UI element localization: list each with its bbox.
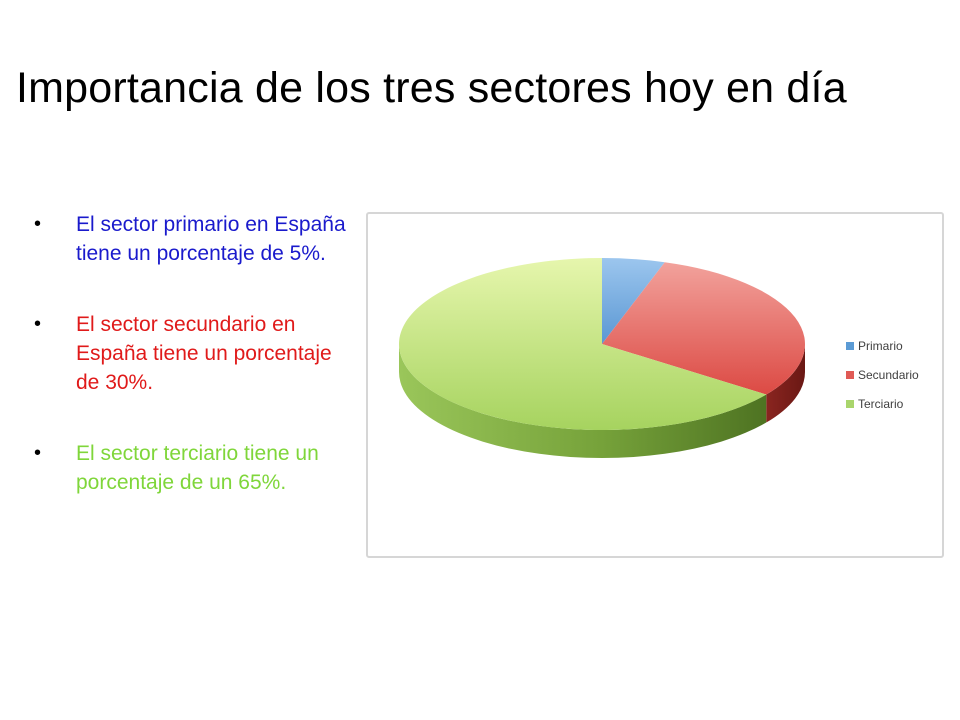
bullet-primario: • El sector primario en España tiene un …	[34, 210, 356, 268]
pie-slice-secundario	[602, 262, 805, 395]
pie-side-secundario	[766, 344, 805, 423]
legend-swatch-terciario	[846, 400, 854, 408]
pie-tops	[399, 258, 805, 431]
bullet-text-primario: El sector primario en España tiene un po…	[76, 213, 346, 265]
legend-swatch-primario	[846, 342, 854, 350]
bullet-marker: •	[34, 442, 42, 464]
pie-chart-frame: Primario Secundario Terciario	[366, 212, 944, 558]
bullet-marker: •	[34, 313, 42, 335]
bullet-marker: •	[34, 213, 42, 235]
legend-swatch-secundario	[846, 371, 854, 379]
pie-slice-terciario	[399, 258, 767, 431]
legend-label-terciario: Terciario	[858, 397, 904, 411]
bullet-list: • El sector primario en España tiene un …	[34, 210, 356, 539]
pie-chart: Primario Secundario Terciario	[399, 258, 919, 459]
bullet-terciario: • El sector terciario tiene un porcentaj…	[34, 439, 356, 497]
chart-legend: Primario Secundario Terciario	[846, 339, 919, 411]
pie-side-terciario	[399, 344, 767, 459]
legend-label-primario: Primario	[858, 339, 903, 353]
slide-title: Importancia de los tres sectores hoy en …	[16, 64, 847, 112]
legend-label-secundario: Secundario	[858, 368, 919, 382]
bullet-text-secundario: El sector secundario en España tiene un …	[76, 313, 332, 394]
pie-sides	[399, 344, 805, 459]
pie-slice-primario	[602, 258, 665, 344]
bullet-text-terciario: El sector terciario tiene un porcentaje …	[76, 442, 319, 494]
bullet-secundario: • El sector secundario en España tiene u…	[34, 310, 356, 397]
